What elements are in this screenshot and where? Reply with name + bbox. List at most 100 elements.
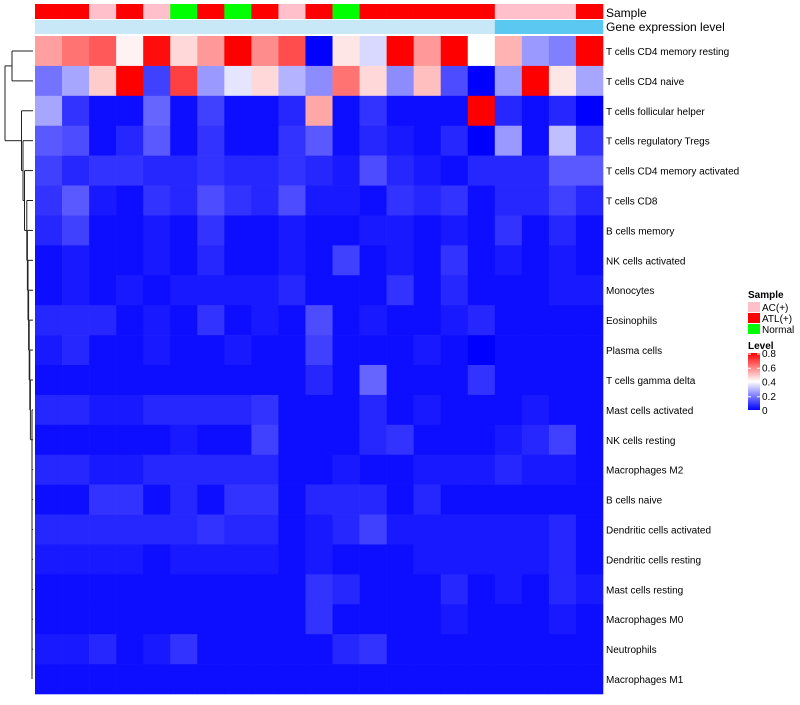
heatmap-cell xyxy=(467,245,496,276)
heatmap-cell xyxy=(386,604,414,635)
heatmap-cell xyxy=(143,604,171,635)
heatmap-cell xyxy=(197,215,225,246)
heatmap-cell xyxy=(440,155,469,186)
heatmap-cell xyxy=(359,215,387,246)
heatmap-cell xyxy=(143,664,171,695)
heatmap-cell xyxy=(332,544,360,575)
sample-annotation-cell xyxy=(386,4,414,19)
heatmap-cell xyxy=(467,394,496,426)
heatmap-cell xyxy=(413,664,442,695)
heatmap-cell xyxy=(440,514,469,545)
heatmap-cell xyxy=(224,36,252,67)
heatmap-cell xyxy=(89,305,117,336)
heatmap-cell xyxy=(143,155,171,186)
gene-expression-level-cell xyxy=(278,20,306,34)
heatmap-cell xyxy=(548,394,577,426)
heatmap-cell xyxy=(35,424,63,456)
heatmap-cell xyxy=(224,544,252,575)
heatmap-cell xyxy=(278,664,306,695)
heatmap-cell xyxy=(440,664,469,695)
heatmap-cell xyxy=(197,664,225,695)
sample-annotation-cell xyxy=(413,4,442,19)
heatmap-cell xyxy=(494,335,523,366)
heatmap-cell xyxy=(143,424,171,456)
heatmap-cell xyxy=(35,215,63,246)
row-label: Eosinophils xyxy=(606,316,657,327)
heatmap-cell xyxy=(413,394,442,426)
heatmap-cell xyxy=(386,95,414,127)
heatmap-cell xyxy=(224,275,252,306)
heatmap-cell xyxy=(521,664,550,695)
heatmap-cell xyxy=(440,305,469,336)
sample-annotation-cell xyxy=(170,4,198,19)
heatmap-cell xyxy=(386,454,414,485)
heatmap-cell xyxy=(170,215,198,246)
heatmap-cell xyxy=(116,155,144,186)
heatmap-cell xyxy=(467,634,496,665)
heatmap-cell xyxy=(440,95,469,127)
heatmap-cell xyxy=(143,514,171,545)
heatmap-cell xyxy=(278,275,306,306)
heatmap-cell xyxy=(251,544,279,575)
heatmap-cell xyxy=(548,664,577,695)
heatmap-cell xyxy=(143,574,171,605)
heatmap-cell xyxy=(548,215,577,246)
heatmap-cell xyxy=(548,634,577,665)
heatmap-cell xyxy=(305,365,333,396)
heatmap-cell xyxy=(89,394,117,426)
heatmap-cell xyxy=(278,514,306,545)
row-label: Dendritic cells activated xyxy=(606,526,711,537)
heatmap-cell xyxy=(89,245,117,276)
heatmap-cell xyxy=(494,574,523,605)
heatmap-cell xyxy=(224,95,252,127)
heatmap-cell xyxy=(170,185,198,216)
heatmap-cell xyxy=(251,424,279,456)
heatmap-cell xyxy=(224,394,252,426)
heatmap-cell xyxy=(251,454,279,485)
heatmap-cell xyxy=(89,634,117,665)
heatmap-cell xyxy=(278,634,306,665)
heatmap-cell xyxy=(278,454,306,485)
heatmap-cell xyxy=(62,275,90,306)
heatmap-cell xyxy=(116,65,144,97)
heatmap-cell xyxy=(386,544,414,575)
heatmap-cell xyxy=(332,335,360,366)
heatmap-cell xyxy=(467,275,496,306)
row-label: T cells CD8 xyxy=(606,197,658,208)
heatmap-cell xyxy=(116,394,144,426)
heatmap-cell xyxy=(143,95,171,127)
sample-annotation-cell xyxy=(305,4,333,19)
heatmap-cell xyxy=(143,454,171,485)
heatmap-cell xyxy=(548,155,577,186)
heatmap-cell xyxy=(62,185,90,216)
heatmap-cell xyxy=(494,125,523,156)
heatmap-cell xyxy=(170,305,198,336)
heatmap-cell xyxy=(305,155,333,186)
heatmap-cell xyxy=(575,365,604,396)
legend: Sample AC(+)ATL(+)Normal Level 0.8 0.6 0.4… xyxy=(748,290,794,417)
heatmap-cell xyxy=(197,65,225,97)
heatmap-cell xyxy=(278,36,306,67)
heatmap-cell xyxy=(440,365,469,396)
heatmap-cell xyxy=(224,125,252,156)
heatmap-cell xyxy=(521,484,550,515)
heatmap-cell xyxy=(440,424,469,456)
heatmap-cell xyxy=(89,424,117,456)
heatmap-cell xyxy=(62,335,90,366)
heatmap-cell xyxy=(332,394,360,426)
heatmap-cell xyxy=(467,185,496,216)
heatmap-cell xyxy=(116,604,144,635)
heatmap-cell xyxy=(170,604,198,635)
heatmap-cell xyxy=(386,484,414,515)
heatmap-cell xyxy=(359,604,387,635)
heatmap-cell xyxy=(494,65,523,97)
heatmap-cell xyxy=(35,305,63,336)
heatmap-cell xyxy=(413,335,442,366)
gene-expression-level-cell xyxy=(521,20,550,34)
heatmap-cell xyxy=(197,335,225,366)
heatmap-cell xyxy=(251,634,279,665)
heatmap-cell xyxy=(386,335,414,366)
heatmap-cell xyxy=(170,95,198,127)
heatmap-cell xyxy=(278,305,306,336)
heatmap-cell xyxy=(35,394,63,426)
